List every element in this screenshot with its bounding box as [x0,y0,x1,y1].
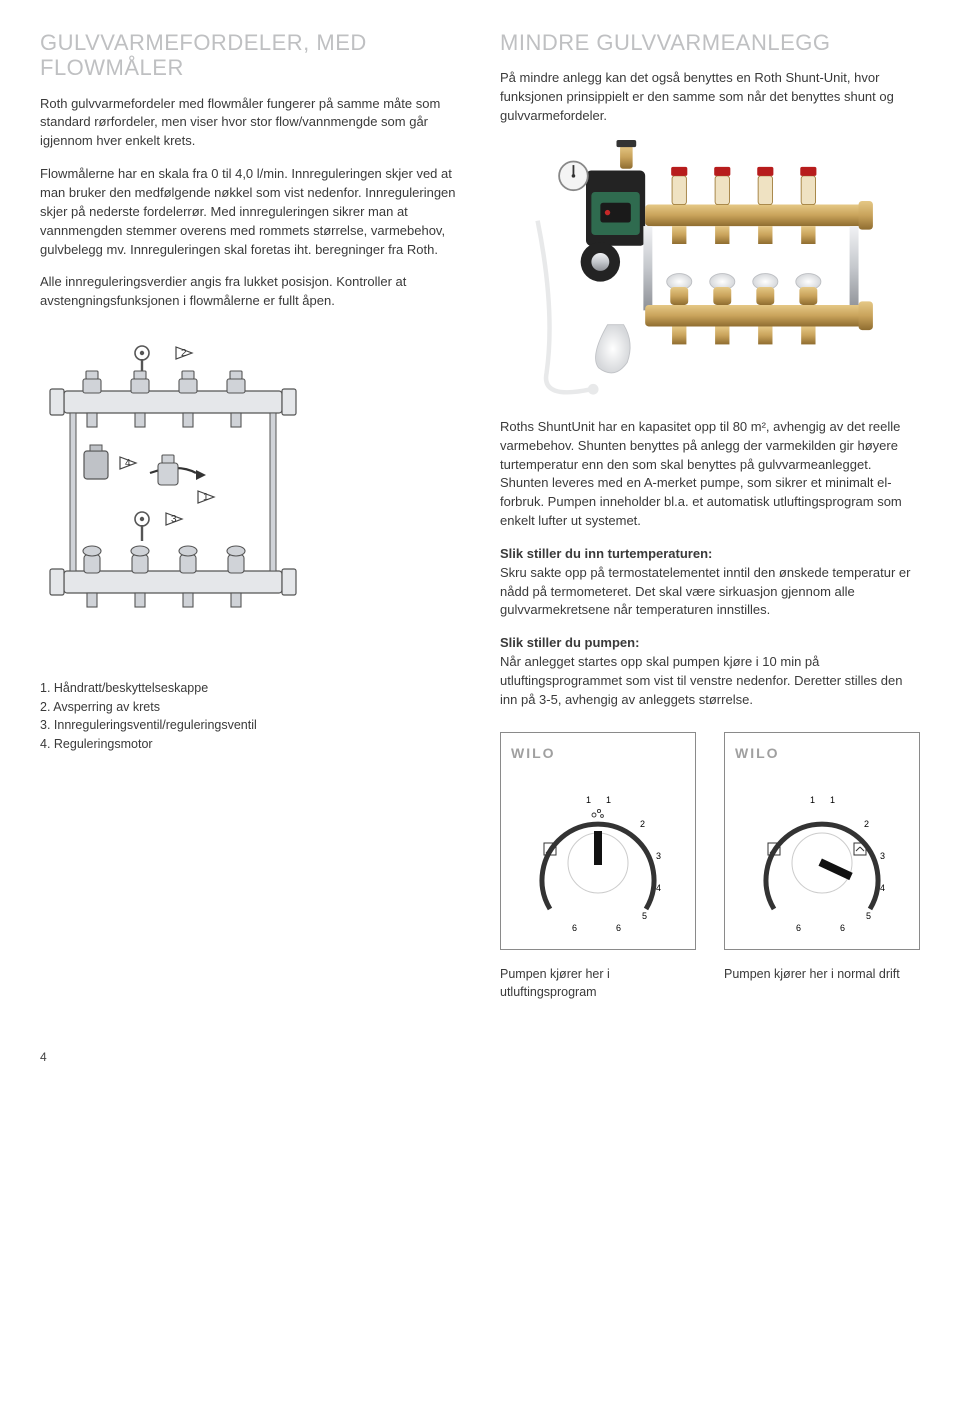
left-heading: GULVVARMEFORDELER, MED FLOWMÅLER [40,30,460,81]
svg-text:4: 4 [880,883,885,893]
svg-text:6: 6 [616,923,621,933]
left-p3: Alle innreguleringsverdier angis fra luk… [40,273,460,311]
wilo-brand: WILO [511,745,556,761]
legend-list: 1. Håndratt/beskyttelseskappe 2. Avsperr… [40,679,460,754]
right-heading: MINDRE GULVVARMEANLEGG [500,30,920,55]
legend-2: 2. Avsperring av krets [40,698,460,717]
manifold-diagram: 2 [40,343,320,663]
right-h3a: Slik stiller du inn turtemperaturen: Skr… [500,545,920,620]
svg-text:1: 1 [586,795,591,805]
wilo-brand: WILO [735,745,780,761]
svg-text:5: 5 [866,911,871,921]
right-p1: På mindre anlegg kan det også benyttes e… [500,69,920,126]
wilo-caption-right: Pumpen kjører her i normal drift [724,966,920,984]
svg-text:4: 4 [656,883,661,893]
svg-text:6: 6 [840,923,845,933]
svg-text:3: 3 [656,851,661,861]
svg-text:5: 5 [642,911,647,921]
svg-text:2: 2 [640,819,645,829]
legend-3: 3. Innreguleringsventil/reguleringsventi… [40,716,460,735]
svg-text:6: 6 [796,923,801,933]
svg-text:3: 3 [171,514,177,525]
page-number: 4 [40,1049,920,1066]
right-p4: Når anlegget startes opp skal pumpen kjø… [500,654,902,707]
wilo-caption-left: Pumpen kjører her i utluftingsprogram [500,966,698,1001]
shuntunit-illustration [500,140,880,400]
legend-1: 1. Håndratt/beskyttelseskappe [40,679,460,698]
right-h3b: Slik stiller du pumpen: Når anlegget sta… [500,634,920,709]
svg-text:1: 1 [203,492,209,503]
svg-text:6: 6 [572,923,577,933]
svg-text:1: 1 [830,795,835,805]
left-p1: Roth gulvvarmefordeler med flowmåler fun… [40,95,460,152]
right-p2: Roths ShuntUnit har en kapasitet opp til… [500,418,920,531]
svg-text:1: 1 [810,795,815,805]
right-p3: Skru sakte opp på termostatelementet inn… [500,565,910,618]
svg-text:3: 3 [880,851,885,861]
svg-text:4: 4 [125,458,131,469]
left-column: GULVVARMEFORDELER, MED FLOWMÅLER Roth gu… [40,30,460,1001]
wilo-box-right: WILO 1 1 2 3 4 5 6 6 [724,732,920,951]
right-column: MINDRE GULVVARMEANLEGG På mindre anlegg … [500,30,920,1001]
svg-text:1: 1 [606,795,611,805]
wilo-box-left: WILO 1 1 2 [500,732,696,951]
left-p2: Flowmålerne har en skala fra 0 til 4,0 l… [40,165,460,259]
svg-text:2: 2 [181,348,187,359]
wilo-pair: WILO 1 1 2 [500,732,920,1002]
legend-4: 4. Reguleringsmotor [40,735,460,754]
svg-text:2: 2 [864,819,869,829]
